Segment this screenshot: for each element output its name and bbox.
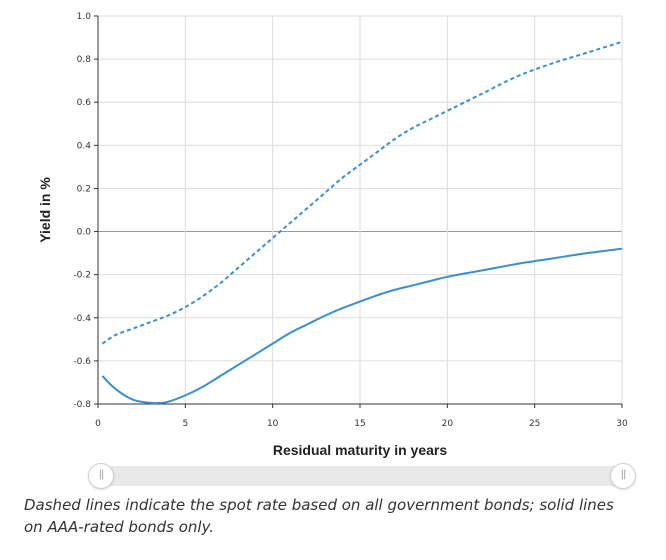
slider-track[interactable]: [96, 466, 628, 486]
y-axis-title: Yield in %: [37, 177, 53, 243]
x-tick-label: 25: [529, 419, 540, 429]
y-tick-label: -0.2: [73, 271, 91, 281]
axis-layer: [94, 15, 623, 408]
y-tick-label: 1.0: [77, 12, 92, 22]
y-tick-label: 0.6: [77, 98, 92, 108]
x-axis-title: Residual maturity in years: [273, 442, 448, 458]
x-tick-label: 15: [354, 419, 365, 429]
slider-right-handle[interactable]: ||: [610, 463, 636, 489]
y-tick-label: 0.4: [77, 141, 92, 151]
x-tick-label: 0: [95, 419, 101, 429]
x-tick-label: 30: [616, 419, 628, 429]
handle-grip-icon: ||: [98, 469, 105, 480]
y-tick-label: -0.6: [73, 357, 91, 367]
label-layer: 1.0 0.8 0.6 0.4 0.2 0.0 -0.2 -0.4 -0.6 -0.8 0 5 10 15…: [73, 12, 628, 429]
chart-canvas: 1.0 0.8 0.6 0.4 0.2 0.0 -0.2 -0.4 -0.6 -0.8 0 5 10 15…: [37, 12, 628, 458]
yield-curve-chart: 1.0 0.8 0.6 0.4 0.2 0.0 -0.2 -0.4 -0.6 -0.8 0 5 10 15…: [37, 12, 628, 458]
series-layer: [101, 40, 623, 405]
solid-yield-line: [101, 247, 623, 405]
y-tick-label: 0.8: [77, 55, 92, 65]
y-tick-label: -0.8: [73, 400, 91, 410]
grid-layer: [97, 15, 623, 405]
range-slider[interactable]: || ||: [88, 463, 636, 489]
y-tick-label: -0.4: [73, 314, 91, 324]
slider-left-handle[interactable]: ||: [88, 463, 114, 489]
x-tick-label: 10: [267, 419, 279, 429]
y-tick-label: 0.0: [77, 228, 92, 238]
handle-grip-icon: ||: [620, 469, 627, 480]
x-tick-label: 5: [182, 419, 188, 429]
dashed-yield-line: [101, 40, 623, 345]
chart-footnote: Dashed lines indicate the spot rate base…: [24, 496, 614, 536]
x-tick-label: 20: [442, 419, 454, 429]
y-tick-label: 0.2: [77, 184, 91, 194]
